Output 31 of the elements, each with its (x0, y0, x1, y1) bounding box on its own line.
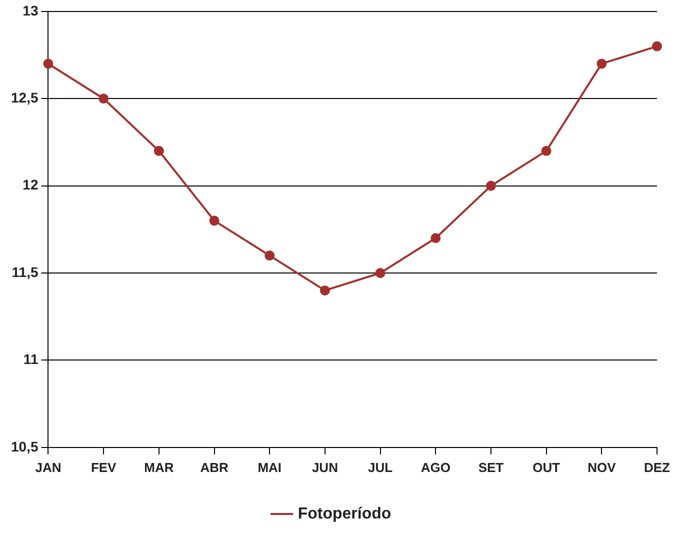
point (209, 216, 220, 226)
point (320, 285, 330, 296)
point (541, 146, 552, 156)
x-tick-label: ABR (200, 460, 229, 475)
x-tick-label: JUL (368, 460, 393, 475)
x-tick-label: JAN (35, 460, 62, 475)
point (264, 250, 275, 261)
y-tick-label: 10,5 (11, 438, 38, 454)
x-tick-label: AGO (420, 460, 450, 475)
x-tick-label: MAI (258, 460, 282, 475)
point (430, 233, 441, 244)
x-tick-label: FEV (90, 460, 117, 475)
x-tick-label: JUN (312, 460, 338, 475)
x-tick-label: OUT (532, 460, 560, 475)
legend-label: Fotoperíodo (298, 505, 392, 522)
y-tick-label: 11,5 (12, 264, 38, 280)
point (154, 146, 164, 156)
y-tick-label: 12,5 (11, 89, 38, 106)
point (486, 180, 496, 191)
x-tick-label: DEZ (644, 460, 670, 475)
x-tick-label: MAR (144, 460, 174, 475)
point (43, 58, 54, 69)
y-tick-label: 13 (22, 2, 38, 18)
y-tick-label: 11 (23, 351, 38, 368)
point (652, 41, 662, 52)
x-tick-label: NOV (588, 460, 616, 475)
point (596, 58, 607, 69)
x-tick-label: SET (478, 460, 504, 475)
y-tick-label: 12 (22, 176, 38, 193)
point (98, 94, 109, 104)
point (375, 268, 386, 278)
